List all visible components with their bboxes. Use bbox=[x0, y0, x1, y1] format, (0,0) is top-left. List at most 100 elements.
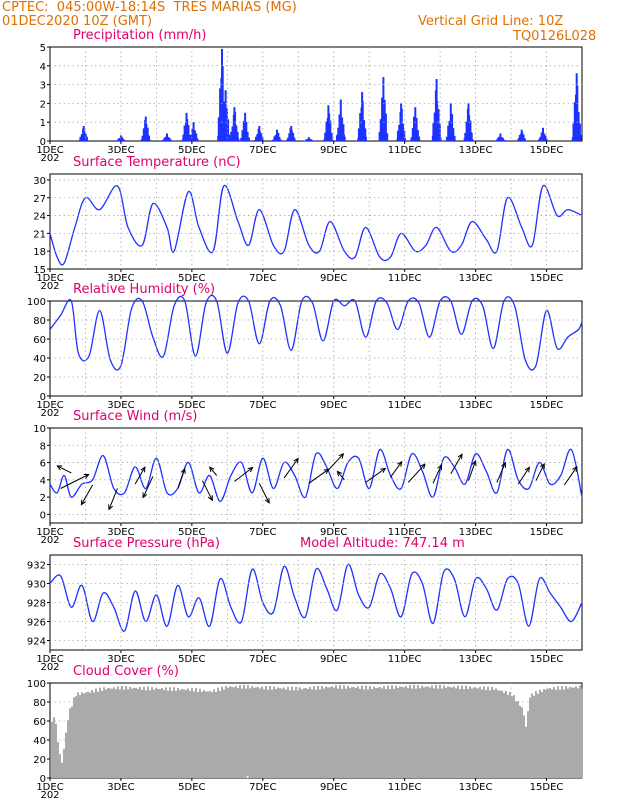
cloud-bar bbox=[413, 684, 415, 778]
press-xtick-label: 5DEC bbox=[178, 654, 205, 665]
wind-arrow-head bbox=[207, 495, 213, 502]
cloud-bar bbox=[291, 686, 293, 778]
cloud-bar bbox=[55, 723, 57, 778]
cloud-bar bbox=[457, 685, 459, 778]
precip-bar bbox=[414, 107, 417, 141]
cloud-bar bbox=[499, 690, 501, 778]
precip-bar bbox=[310, 139, 313, 141]
cloud-bar bbox=[51, 721, 53, 778]
cloud-bar bbox=[337, 688, 339, 778]
cloud-bar bbox=[387, 685, 389, 778]
cloud-bar bbox=[495, 688, 497, 778]
cloud-bar bbox=[263, 689, 265, 778]
wind-arrow-head bbox=[293, 457, 299, 464]
cloud-bar bbox=[229, 686, 231, 778]
cloud-bar bbox=[303, 688, 305, 778]
cloud-bar bbox=[245, 688, 247, 778]
precip-bar bbox=[342, 124, 345, 141]
precip-bar bbox=[122, 139, 125, 141]
cloud-bar bbox=[441, 688, 443, 778]
cloud-bar bbox=[349, 688, 351, 778]
precip-panel: 0 1 2 3 4 5 Precipitation (mm/h) 1DEC 3DEC 5DEC 7D… bbox=[36, 28, 583, 164]
precip-bar bbox=[498, 136, 501, 141]
wind-arrow-head bbox=[380, 467, 387, 474]
rh-ytick-label: 20 bbox=[33, 373, 46, 384]
cloud-bar bbox=[421, 685, 423, 778]
cloud-bar bbox=[519, 705, 521, 778]
cloud-bar bbox=[417, 685, 419, 778]
cloud-bar bbox=[279, 688, 281, 778]
cloud-bar bbox=[395, 685, 397, 778]
wind-arrow bbox=[57, 465, 72, 474]
cloud-bar bbox=[477, 688, 479, 778]
wind-ytick-label: 0 bbox=[40, 510, 46, 521]
precip-bar bbox=[453, 135, 456, 141]
cloud-bar bbox=[579, 685, 581, 778]
cloud-bar bbox=[131, 688, 133, 778]
wind-arrow-head bbox=[108, 504, 114, 511]
cloud-bar bbox=[339, 685, 341, 778]
temp-series-line bbox=[49, 184, 583, 266]
cloud-bar bbox=[391, 685, 393, 778]
wind-arrow-head bbox=[56, 465, 63, 471]
wind-arrow-head bbox=[572, 465, 578, 472]
wind-arrow bbox=[432, 464, 442, 484]
cloud-bar bbox=[183, 689, 185, 778]
cloud-bar bbox=[419, 688, 421, 778]
precip-bar bbox=[542, 127, 544, 141]
cloud-bar bbox=[69, 708, 71, 778]
press-series-line bbox=[49, 563, 583, 632]
wind-arrow bbox=[326, 453, 344, 473]
cloud-xtick-label: 5DEC bbox=[178, 782, 205, 793]
cloud-xtick-label: 1DEC bbox=[36, 782, 63, 793]
precip-bar bbox=[404, 138, 406, 141]
precip-bar bbox=[236, 131, 239, 141]
wind-arrow bbox=[258, 483, 270, 504]
cloud-title: Cloud Cover (%) bbox=[73, 664, 179, 679]
precip-bar bbox=[169, 139, 172, 141]
cloud-bar bbox=[247, 685, 249, 778]
precip-bar bbox=[306, 138, 309, 141]
cloud-bar bbox=[369, 686, 371, 778]
cloud-bar bbox=[377, 687, 379, 778]
cloud-ytick-label: 80 bbox=[33, 698, 46, 709]
wind-arrow-head bbox=[180, 467, 186, 474]
cloud-bar bbox=[177, 688, 179, 778]
temp-panel: 15 18 21 24 27 30 Surface Temperature (nC) 1DEC… bbox=[33, 155, 583, 292]
cloud-bar bbox=[465, 685, 467, 778]
precip-bar bbox=[311, 140, 314, 141]
cloud-bar bbox=[509, 691, 511, 778]
temp-year-fragment: 202 bbox=[40, 281, 59, 292]
wind-arrow bbox=[142, 476, 154, 498]
wind-arrow bbox=[108, 488, 118, 510]
cloud-bar bbox=[571, 687, 573, 778]
cloud-bar bbox=[427, 686, 429, 778]
precip-bar bbox=[309, 139, 312, 141]
cloud-bar bbox=[365, 685, 367, 778]
precip-bar bbox=[503, 139, 506, 141]
cloud-bar bbox=[53, 717, 55, 778]
wind-arrow-head bbox=[264, 497, 270, 504]
cloud-bar bbox=[539, 689, 541, 778]
cloud-bar bbox=[513, 695, 515, 778]
wind-arrow-head bbox=[338, 452, 345, 459]
precip-ytick-label: 1 bbox=[40, 118, 46, 129]
rh-ytick-label: 100 bbox=[27, 297, 46, 308]
cloud-bar bbox=[253, 687, 255, 778]
wind-arrow bbox=[234, 467, 253, 482]
header-datetime: 01DEC2020 10Z (GMT) bbox=[2, 14, 153, 29]
precip-bar bbox=[470, 132, 473, 141]
cloud-bar bbox=[461, 685, 463, 778]
precip-bar bbox=[83, 131, 86, 141]
rh-grid bbox=[50, 301, 582, 396]
precip-bar bbox=[228, 135, 231, 141]
precip-bar bbox=[244, 112, 247, 141]
cloud-area bbox=[51, 684, 583, 778]
cloud-bar bbox=[61, 762, 63, 778]
cloud-bar bbox=[329, 687, 331, 778]
cloud-xtick-label: 11DEC bbox=[388, 782, 422, 793]
cloud-bar bbox=[493, 689, 495, 778]
cloud-bar bbox=[113, 687, 115, 778]
cloud-bar bbox=[309, 687, 311, 778]
wind-arrow bbox=[450, 453, 463, 475]
